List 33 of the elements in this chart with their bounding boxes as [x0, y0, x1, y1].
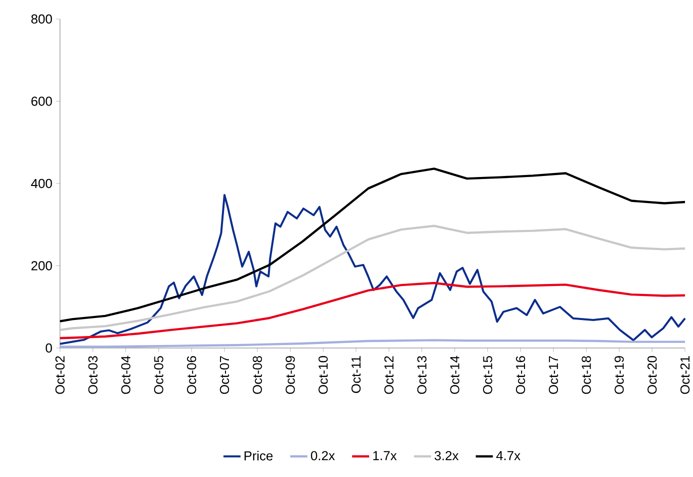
- x-tick-label: Oct-08: [252, 356, 262, 394]
- legend-label: 1.7x: [373, 451, 397, 460]
- legend-label: 4.7x: [496, 451, 520, 460]
- y-tick-label: 0: [46, 343, 52, 353]
- line-series: [59, 194, 686, 345]
- x-tick-label: Oct-07: [220, 356, 230, 394]
- line-series: [58, 224, 686, 332]
- x-tick-label: Oct-13: [417, 356, 426, 394]
- x-tick-label: Oct-06: [186, 356, 196, 394]
- x-tick-label: Oct-04: [121, 356, 130, 394]
- x-tick-label: Oct-12: [384, 356, 394, 394]
- legend-label: 0.2x: [310, 451, 335, 460]
- x-tick-label: Oct-11: [351, 356, 361, 393]
- y-tick-label: 400: [31, 178, 52, 188]
- line-series: [58, 168, 686, 322]
- x-tick-label: Oct-03: [88, 356, 98, 394]
- x-tick-label: Oct-21: [680, 356, 690, 394]
- x-tick-label: Oct-15: [483, 356, 492, 394]
- x-tick-label: Oct-17: [548, 356, 558, 394]
- x-tick-label: Oct-19: [614, 356, 624, 394]
- x-tick-label: Oct-09: [286, 356, 295, 394]
- x-tick-label: Oct-14: [450, 356, 460, 394]
- legend-label: Price: [244, 450, 273, 460]
- y-tick-label: 600: [31, 96, 52, 106]
- x-tick-label: Oct-10: [318, 356, 328, 394]
- x-tick-label: Oct-18: [582, 356, 591, 394]
- x-tick-label: Oct-20: [648, 356, 657, 394]
- legend-label: 3.2x: [434, 451, 459, 460]
- x-tick-label: Oct-05: [154, 356, 164, 394]
- y-tick-label: 800: [31, 14, 52, 24]
- y-tick-label: 200: [31, 261, 52, 270]
- x-tick-label: Oct-16: [516, 356, 526, 394]
- x-tick-label: Oct-02: [55, 356, 65, 394]
